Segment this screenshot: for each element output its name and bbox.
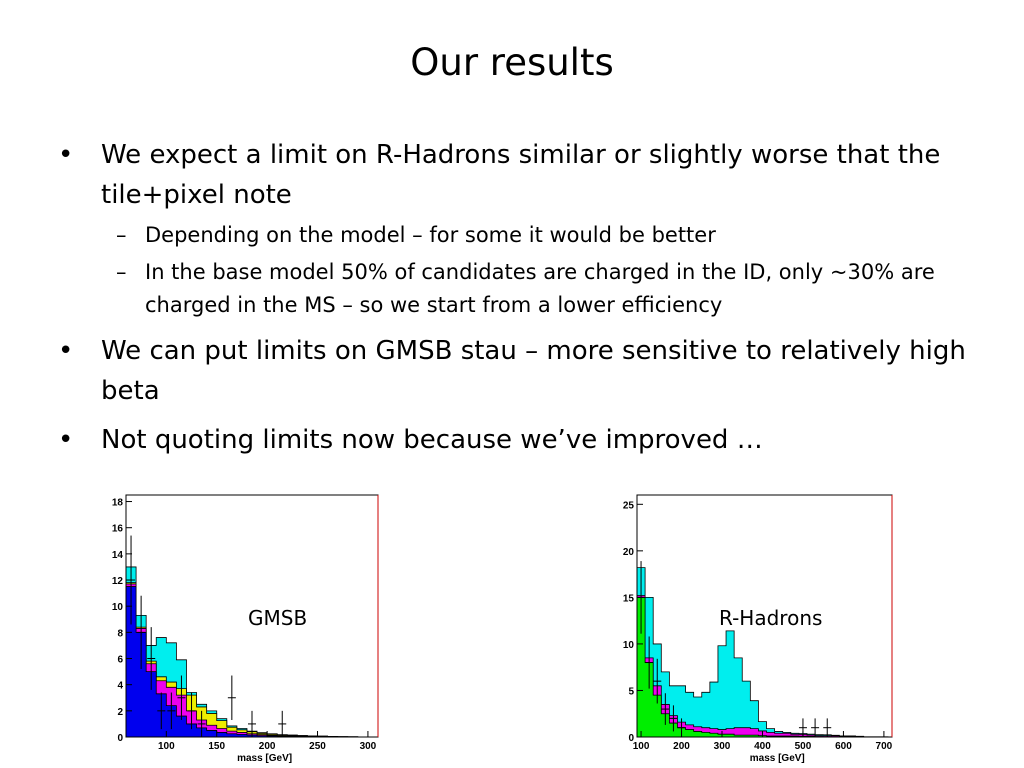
x-tick-label: 100	[158, 741, 175, 752]
bullet-dot-icon: •	[58, 425, 74, 455]
y-tick-label: 10	[112, 602, 124, 613]
bullet-item: • Not quoting limits now because we’ve i…	[58, 420, 968, 460]
y-tick-label: 16	[112, 524, 124, 535]
x-tick-label: 600	[835, 741, 852, 752]
y-tick-label: 12	[112, 576, 124, 587]
rhadrons-chart-svg: 0 5 10 15 20 25 100 200 300 400 500 600 700 mass [GeV…	[623, 494, 893, 764]
x-tick-label: 150	[208, 741, 225, 752]
y-tick-label: 10	[623, 640, 635, 651]
bullet-text: We can put limits on GMSB stau – more se…	[101, 336, 966, 406]
y-tick-label: 2	[117, 707, 123, 718]
y-tick-label: 6	[117, 655, 123, 666]
gmsb-chart-svg: 0 2 4 6 8 10 12 14 16 18 100 150 200 250 300 mass [GeV]	[112, 494, 379, 764]
x-tick-label: 300	[360, 741, 377, 752]
slide-title: Our results	[410, 41, 614, 84]
sub-bullet-item: – Depending on the model – for some it w…	[58, 219, 968, 252]
x-axis-label: mass [GeV]	[750, 753, 805, 764]
sub-bullet-text: In the base model 50% of candidates are …	[145, 260, 935, 317]
bullet-item: • We can put limits on GMSB stau – more …	[58, 331, 968, 411]
x-tick-label: 500	[795, 741, 812, 752]
y-tick-label: 25	[623, 500, 635, 511]
y-tick-label: 15	[623, 593, 635, 604]
bullet-dot-icon: •	[58, 336, 74, 366]
rhadrons-chart: 0 5 10 15 20 25 100 200 300 400 500 600 700 mass [GeV…	[608, 488, 908, 764]
y-tick-label: 4	[117, 681, 123, 692]
sub-bullet-item: – In the base model 50% of candidates ar…	[58, 256, 968, 322]
bullet-text: Not quoting limits now because we’ve imp…	[101, 425, 763, 455]
x-tick-label: 100	[633, 741, 650, 752]
x-axis-label: mass [GeV]	[237, 753, 292, 764]
x-tick-label: 400	[754, 741, 771, 752]
gmsb-chart: 0 2 4 6 8 10 12 14 16 18 100 150 200 250 300 mass [GeV]	[95, 488, 395, 764]
y-tick-label: 8	[117, 628, 123, 639]
bullet-list: • We expect a limit on R-Hadrons similar…	[58, 126, 968, 460]
x-tick-label: 700	[876, 741, 893, 752]
dash-icon: –	[116, 260, 127, 284]
rhadrons-chart-label: R-Hadrons	[719, 606, 823, 630]
y-tick-label: 5	[628, 686, 634, 697]
dash-icon: –	[116, 223, 127, 247]
gmsb-chart-label: GMSB	[248, 606, 308, 630]
y-tick-label: 14	[112, 550, 124, 561]
y-tick-label: 0	[117, 733, 123, 744]
x-tick-label: 200	[673, 741, 690, 752]
y-tick-label: 20	[623, 547, 635, 558]
bullet-dot-icon: •	[58, 140, 74, 170]
x-tick-label: 250	[309, 741, 326, 752]
y-tick-label: 18	[112, 498, 124, 509]
x-tick-label: 200	[259, 741, 276, 752]
x-tick-label: 300	[714, 741, 731, 752]
y-tick-label: 0	[628, 733, 634, 744]
sub-bullet-text: Depending on the model – for some it wou…	[145, 223, 716, 247]
bullet-text: We expect a limit on R-Hadrons similar o…	[101, 140, 941, 210]
bullet-item: • We expect a limit on R-Hadrons similar…	[58, 135, 968, 215]
